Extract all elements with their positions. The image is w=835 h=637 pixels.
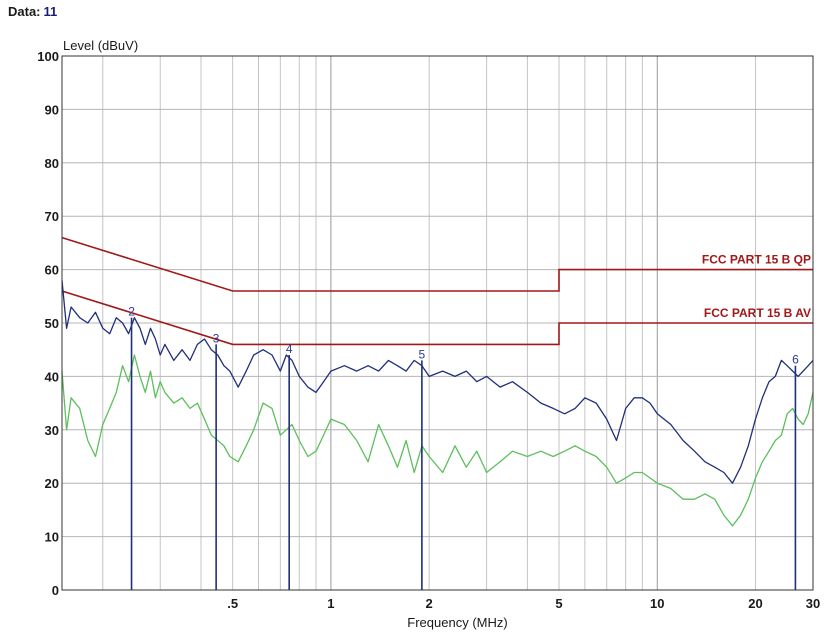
y-tick-label: 10 — [45, 530, 59, 545]
series-lines — [61, 280, 814, 527]
y-tick-label: 40 — [45, 369, 59, 384]
data-value: 11 — [43, 4, 58, 19]
limit-lines: FCC PART 15 B QP FCC PART 15 B AV — [61, 236, 813, 346]
y-axis-label: Level (dBuV) — [63, 38, 138, 53]
plot-frame — [61, 55, 814, 591]
y-tick-label: 80 — [45, 156, 59, 171]
x-tick-label: 10 — [650, 596, 664, 611]
marker-label: 6 — [792, 353, 799, 367]
x-tick-label: 1 — [327, 596, 334, 611]
markers: 2 3 4 5 6 — [128, 305, 799, 590]
data-label: Data: — [8, 4, 41, 19]
limit-line — [61, 236, 813, 292]
x-tick-label: 5 — [555, 596, 562, 611]
y-tick-label: 20 — [45, 476, 59, 491]
marker-label: 3 — [213, 331, 220, 345]
limit-label: FCC PART 15 B QP — [702, 253, 811, 267]
grid — [62, 56, 813, 590]
y-tick-label: 90 — [45, 102, 59, 117]
marker-label: 4 — [286, 342, 293, 356]
marker-label: 2 — [128, 305, 135, 319]
y-tick-label: 60 — [45, 263, 59, 278]
marker-label: 5 — [419, 347, 426, 361]
x-tick-label: 30 — [806, 596, 820, 611]
series-line — [61, 280, 814, 484]
y-tick-label: 30 — [45, 423, 59, 438]
x-tick-label: 2 — [426, 596, 433, 611]
series-line — [61, 354, 814, 527]
y-tick-label: 70 — [45, 209, 59, 224]
x-axis-label: Frequency (MHz) — [407, 615, 507, 630]
tick-labels: 0 10 20 30 40 50 60 70 80 90 100 .5 1 2 5 10 20 30 — [37, 49, 820, 611]
limit-label: FCC PART 15 B AV — [704, 306, 811, 320]
x-tick-label: 20 — [748, 596, 762, 611]
y-tick-label: 100 — [37, 49, 59, 64]
x-tick-label: .5 — [227, 596, 238, 611]
data-header: Data: 11 — [8, 4, 57, 19]
limit-line — [61, 290, 813, 346]
y-tick-label: 0 — [52, 583, 59, 598]
y-tick-label: 50 — [45, 316, 59, 331]
